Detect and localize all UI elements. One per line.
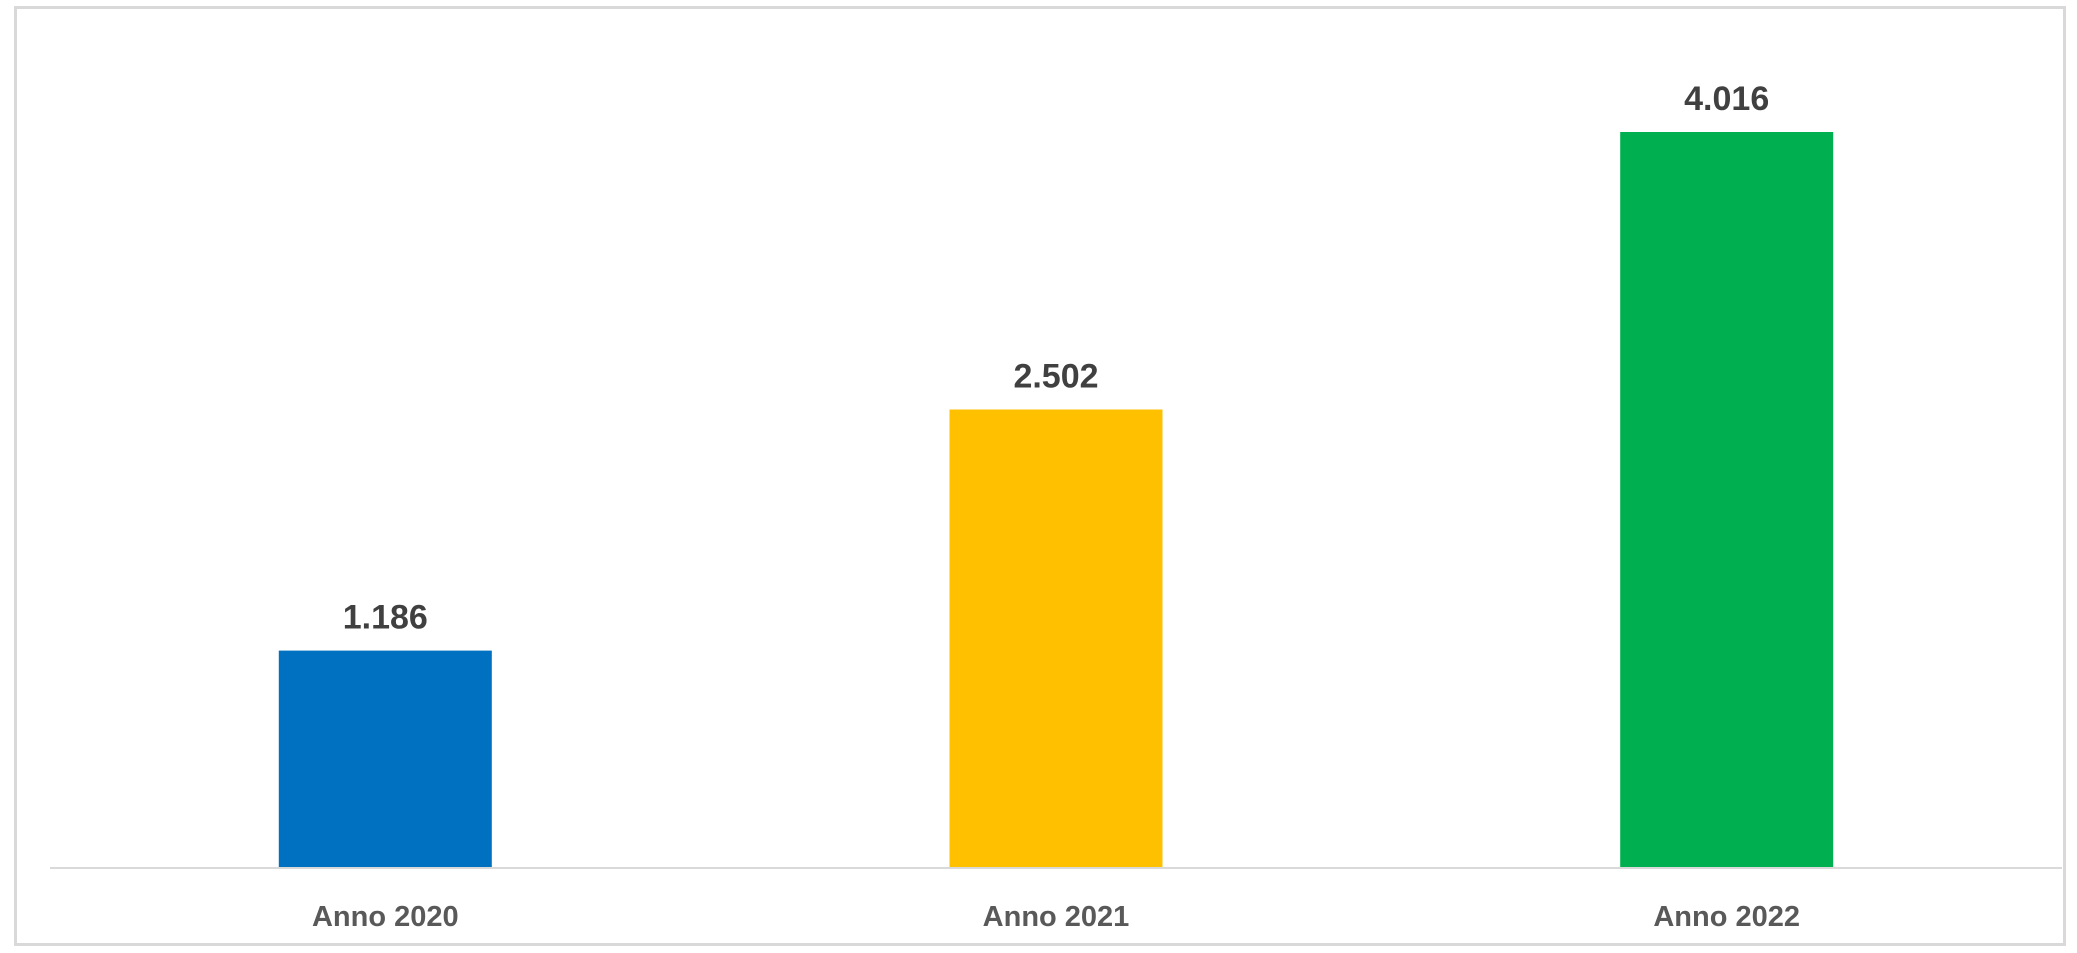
- category-tick-label: Anno 2020: [312, 901, 459, 933]
- bars-layer: [278, 132, 1834, 868]
- data-label: 1.186: [343, 599, 428, 637]
- bar-anno-2020: [278, 650, 492, 868]
- data-label: 4.016: [1684, 80, 1769, 118]
- data-label: 2.502: [1013, 358, 1098, 396]
- category-tick-label: Anno 2021: [983, 901, 1130, 933]
- bar-anno-2021: [949, 409, 1163, 868]
- bar-anno-2022: [1620, 132, 1834, 868]
- labels-layer: 1.186 Anno 2020 2.502 Anno 2021 4.016 Anno 20…: [312, 80, 1800, 933]
- category-tick-label: Anno 2022: [1653, 901, 1800, 933]
